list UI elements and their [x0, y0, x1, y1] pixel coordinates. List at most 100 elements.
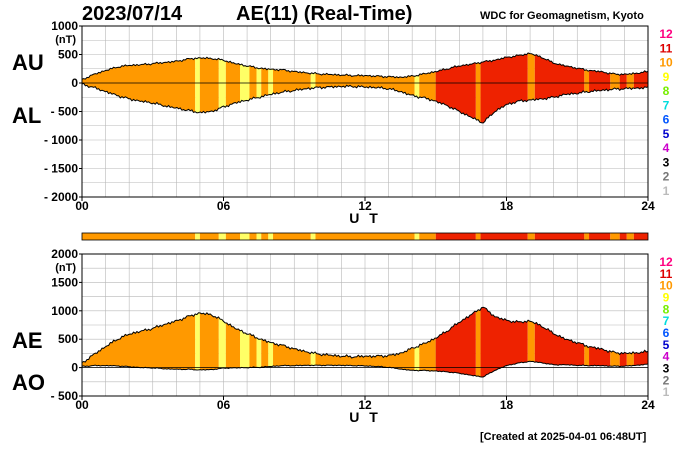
legend-level-label: 6: [663, 113, 670, 127]
y-tick-label: - 1000: [44, 133, 78, 147]
y-tick-label: 500: [58, 332, 78, 346]
activity-level-segment: [610, 233, 620, 240]
y-tick-label: 0: [71, 76, 78, 90]
legend-level-label: 9: [663, 291, 670, 305]
au-al-panel: 1000 500 0 - 500 - 1000 - 1500 - 2000 (nT) 00 06 1…: [44, 19, 673, 226]
au-al-fill-segment: [619, 53, 627, 123]
ae-ao-fill-segment: [199, 307, 219, 377]
y-tick-label: - 2000: [44, 190, 78, 204]
legend-level-label: 7: [663, 314, 670, 328]
x-axis-label: U T: [349, 210, 381, 226]
activity-level-segment: [240, 233, 250, 240]
activity-level-segment: [475, 233, 481, 240]
y-unit-label: (nT): [55, 34, 76, 46]
ae-ao-fill-segment: [261, 307, 269, 377]
legend-level-label: 5: [663, 338, 670, 352]
activity-level-segment: [273, 233, 311, 240]
au-al-fill-segment: [261, 53, 269, 123]
au-panel-label: AU: [12, 50, 44, 75]
date-title: 2023/07/14: [82, 3, 183, 25]
x-tick-label: 18: [500, 199, 514, 213]
activity-level-segment: [633, 233, 648, 240]
x-tick-label: 06: [217, 398, 231, 412]
legend-level-label: 3: [663, 362, 670, 376]
au-al-fill-segment: [240, 53, 250, 123]
y-tick-label: 1000: [51, 304, 78, 318]
activity-level-segment: [619, 233, 627, 240]
activity-level-segment: [315, 233, 415, 240]
au-al-fill-segment: [414, 53, 420, 123]
ae-ao-lower-line: [81, 360, 649, 378]
au-al-fill-segment: [199, 53, 219, 123]
au-al-fill-segment: [249, 53, 257, 123]
y-tick-label: - 500: [51, 105, 79, 119]
activity-level-segment: [310, 233, 316, 240]
legend-level-label: 2: [663, 373, 670, 387]
activity-level-segment: [527, 233, 535, 240]
x-tick-label: 00: [75, 398, 89, 412]
index-title: AE(11) (Real-Time): [236, 3, 413, 25]
activity-level-segment: [626, 233, 634, 240]
source-label: WDC for Geomagnetism, Kyoto: [480, 10, 644, 22]
legend-level-label: 11: [660, 267, 673, 281]
ae-ao-fill-segment: [249, 307, 257, 377]
activity-level-segment: [435, 233, 476, 240]
au-al-fill-segment: [268, 53, 274, 123]
au-al-fill-segment: [527, 53, 535, 123]
x-axis-label: U T: [349, 409, 381, 425]
ae-ao-fill-segment: [475, 307, 481, 377]
legend-level-label: 7: [663, 98, 670, 112]
x-tick-label: 24: [641, 398, 655, 412]
legend-level-label: 1: [663, 184, 670, 198]
ao-panel-label: AO: [12, 370, 45, 395]
legend-level-label: 2: [663, 170, 670, 184]
x-tick-label: 12: [358, 398, 372, 412]
x-tick-label: 24: [641, 199, 655, 213]
ae-ao-fill-segment: [218, 307, 226, 377]
au-al-fill-segment: [310, 53, 316, 123]
legend-level-label: 5: [663, 127, 670, 141]
y-tick-label: 1000: [51, 19, 78, 33]
au-al-fill-segment: [195, 53, 200, 123]
legend-level-label: 4: [663, 350, 670, 364]
ae-panel-label: AE: [12, 328, 43, 353]
y-tick-label: - 1500: [44, 162, 78, 176]
x-tick-label: 18: [500, 398, 514, 412]
legend-level-label: 11: [660, 41, 673, 55]
created-timestamp: [Created at 2025-04-01 06:48UT]: [480, 431, 647, 443]
legend-level-label: 12: [659, 255, 673, 269]
ae-ao-fill-segment: [240, 307, 250, 377]
au-al-fill-segment: [475, 53, 481, 123]
activity-level-segment: [218, 233, 226, 240]
y-tick-label: 2000: [51, 247, 78, 261]
y-tick-label: - 500: [51, 389, 79, 403]
activity-level-segment: [249, 233, 257, 240]
activity-level-segment: [199, 233, 219, 240]
x-tick-label: 06: [217, 199, 231, 213]
legend-level-label: 9: [663, 70, 670, 84]
x-tick-label: 00: [75, 199, 89, 213]
legend-level-label: 10: [659, 279, 673, 293]
au-al-lower-line: [81, 82, 649, 124]
activity-level-frame: [81, 232, 649, 241]
activity-level-segment: [261, 233, 269, 240]
activity-level-segment: [195, 233, 200, 240]
legend-level-label: 10: [659, 56, 673, 70]
activity-level-segment: [82, 233, 196, 240]
ae-ao-upper-line: [81, 306, 649, 363]
au-al-upper-line: [81, 52, 649, 80]
y-tick-label: 1500: [51, 275, 78, 289]
legend-level-label: 8: [663, 84, 670, 98]
legend-level-label: 3: [663, 155, 670, 169]
x-tick-label: 12: [358, 199, 372, 213]
legend-level-label: 6: [663, 326, 670, 340]
activity-level-segment: [256, 233, 262, 240]
au-al-fill-segment: [256, 53, 262, 123]
activity-level-segment: [534, 233, 585, 240]
au-al-fill-segment: [584, 53, 590, 123]
activity-level-bar: [81, 232, 649, 241]
activity-level-segment: [419, 233, 436, 240]
y-tick-label: 0: [71, 361, 78, 375]
ae-ao-fill-segment: [195, 307, 200, 377]
